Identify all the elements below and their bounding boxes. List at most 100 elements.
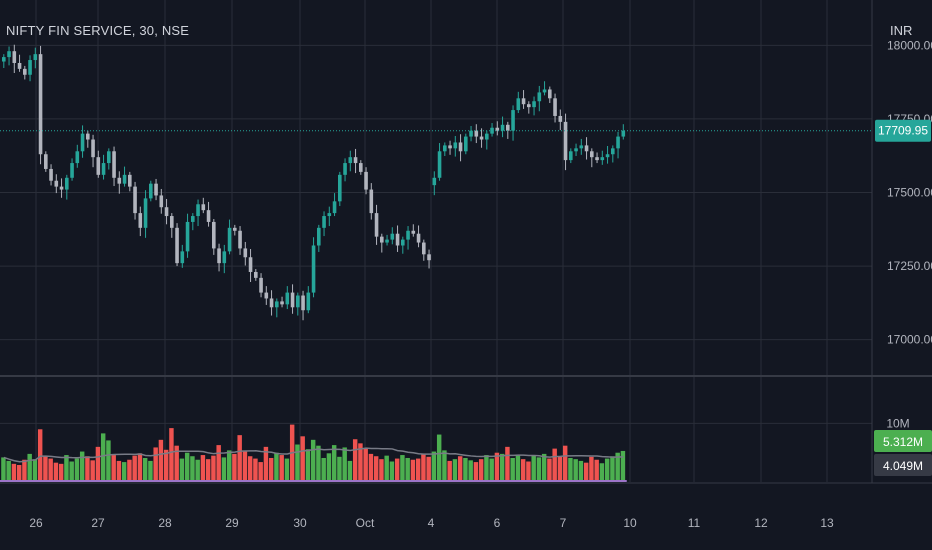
volume-bar bbox=[137, 453, 143, 482]
candle-body bbox=[70, 163, 74, 178]
volume-bar bbox=[379, 459, 384, 482]
time-axis-label: 13 bbox=[820, 516, 834, 530]
candle-body bbox=[164, 207, 169, 217]
candle-body bbox=[143, 198, 148, 228]
candle-body bbox=[75, 151, 80, 164]
volume-bar bbox=[421, 454, 426, 482]
candle-body bbox=[17, 62, 22, 69]
candle-body bbox=[217, 248, 221, 264]
candle-body bbox=[159, 195, 164, 208]
volume-bar bbox=[226, 450, 232, 482]
volume-bar bbox=[300, 436, 305, 482]
candle-body bbox=[327, 213, 332, 217]
volume-ma-label: 4.049M bbox=[883, 459, 923, 473]
volume-bar bbox=[337, 456, 342, 482]
candle-body bbox=[369, 189, 374, 214]
volume-bar bbox=[216, 445, 221, 482]
candle-body bbox=[196, 204, 200, 217]
volume-bar bbox=[478, 459, 484, 482]
candle-body bbox=[548, 89, 552, 99]
volume-bar bbox=[247, 456, 253, 482]
candle-body bbox=[269, 298, 274, 308]
candle-body bbox=[611, 148, 615, 155]
candle-body bbox=[395, 233, 400, 246]
candle-body bbox=[506, 124, 510, 131]
volume-bar bbox=[468, 460, 473, 482]
time-axis-label: 12 bbox=[754, 516, 768, 530]
volume-bar bbox=[457, 456, 463, 482]
volume-bar bbox=[237, 435, 242, 482]
volume-bar bbox=[90, 460, 95, 482]
candle-body bbox=[28, 60, 32, 75]
volume-bar bbox=[48, 458, 53, 482]
candle-body bbox=[338, 174, 342, 202]
candle-body bbox=[290, 292, 295, 308]
volume-bar bbox=[195, 459, 200, 482]
volume-bar bbox=[174, 445, 179, 482]
volume-bar bbox=[205, 459, 211, 482]
volume-bar bbox=[347, 460, 353, 482]
candle-body bbox=[343, 163, 347, 175]
volume-bar bbox=[268, 457, 274, 482]
volume-bar bbox=[279, 455, 284, 482]
time-axis-label: 27 bbox=[91, 516, 105, 530]
time-axis-label: Oct bbox=[356, 516, 375, 530]
candle-body bbox=[495, 127, 500, 131]
volume-bar bbox=[190, 456, 195, 482]
candle-body bbox=[107, 151, 111, 164]
candle-body bbox=[128, 174, 132, 187]
volume-bar bbox=[520, 459, 526, 482]
volume-bar bbox=[316, 445, 321, 482]
candle-body bbox=[458, 142, 463, 152]
volume-bar bbox=[184, 452, 190, 482]
symbol-title[interactable]: NIFTY FIN SERVICE, 30, NSE bbox=[6, 23, 190, 38]
time-axis-label: 28 bbox=[158, 516, 172, 530]
candle-body bbox=[296, 295, 300, 308]
time-axis-label: 26 bbox=[29, 516, 43, 530]
candle-body bbox=[479, 136, 484, 140]
candle-body bbox=[264, 292, 269, 299]
volume-tick-label: 10M bbox=[886, 416, 909, 430]
volume-bar bbox=[494, 452, 500, 482]
volume-bar bbox=[452, 459, 458, 482]
volume-bar bbox=[69, 461, 74, 482]
volume-bar bbox=[620, 450, 626, 482]
candle-body bbox=[385, 239, 389, 243]
volume-bar bbox=[484, 455, 489, 482]
candle-body bbox=[353, 157, 358, 164]
candle-body bbox=[464, 136, 468, 152]
volume-bar bbox=[373, 456, 379, 482]
candle-body bbox=[149, 183, 153, 199]
volume-bar bbox=[363, 448, 368, 482]
candle-body bbox=[511, 110, 515, 131]
volume-bar bbox=[436, 434, 442, 482]
time-axis-label: 29 bbox=[225, 516, 239, 530]
volume-last-tag bbox=[874, 430, 932, 452]
volume-bar bbox=[116, 460, 122, 482]
volume-bar bbox=[552, 448, 557, 482]
volume-bar bbox=[526, 461, 531, 482]
volume-bar bbox=[568, 457, 573, 482]
candle-body bbox=[285, 292, 290, 305]
candle-body bbox=[364, 171, 368, 190]
candle-body bbox=[185, 221, 190, 252]
volume-bar bbox=[284, 458, 290, 482]
candle-body bbox=[59, 186, 64, 190]
volume-bar bbox=[326, 453, 332, 482]
volume-bar bbox=[578, 460, 584, 482]
candle-body bbox=[401, 239, 405, 246]
volume-bar bbox=[6, 460, 11, 482]
candle-body bbox=[222, 251, 227, 264]
volume-bar bbox=[16, 465, 22, 482]
volume-bar bbox=[232, 453, 237, 482]
volume-last-label: 5.312M bbox=[883, 435, 923, 449]
volume-bar bbox=[85, 456, 90, 482]
volume-bar bbox=[331, 445, 337, 482]
volume-bar bbox=[400, 455, 405, 482]
time-axis-label: 7 bbox=[560, 516, 567, 530]
volume-bar bbox=[305, 449, 311, 482]
volume-bar bbox=[389, 461, 395, 482]
candle-body bbox=[521, 98, 526, 105]
candle-body bbox=[96, 157, 101, 175]
